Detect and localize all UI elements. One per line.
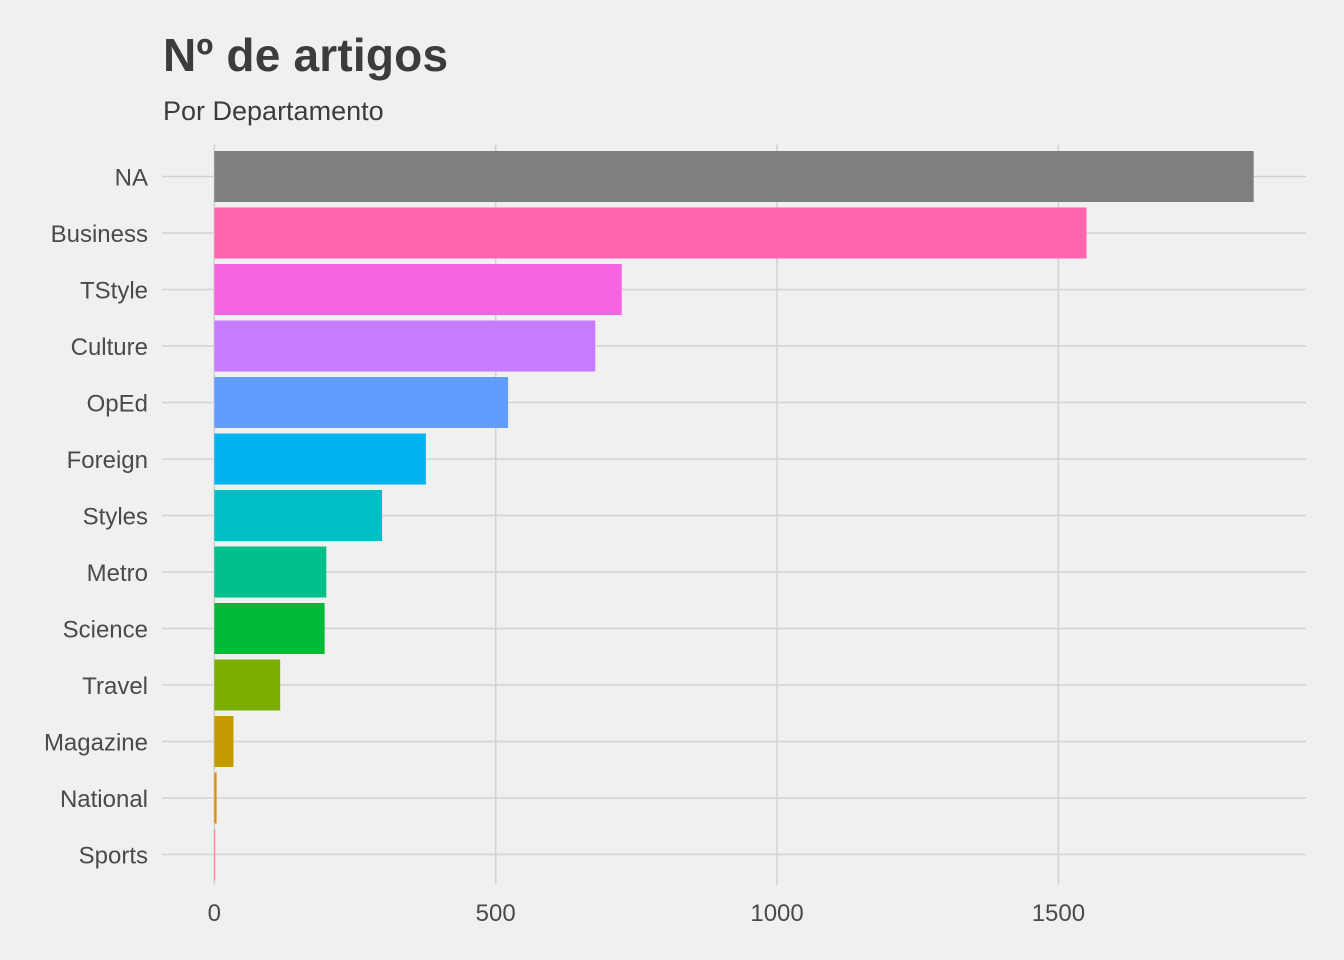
chart-subtitle: Por Departamento: [163, 96, 384, 126]
bar-sports: [214, 829, 216, 880]
category-label: OpEd: [87, 391, 148, 418]
x-tick-label: 0: [208, 900, 221, 927]
category-label: Styles: [83, 504, 148, 531]
category-label: Sports: [79, 843, 148, 870]
bar-na: [214, 151, 1254, 202]
x-axis-labels: 0 500 1000 1500: [208, 900, 1085, 927]
bar-travel: [214, 659, 281, 711]
category-label: Culture: [71, 334, 148, 361]
bar-foreign: [214, 433, 426, 485]
category-label: Science: [63, 617, 148, 644]
category-label: National: [60, 786, 148, 813]
category-label: Travel: [82, 673, 148, 700]
category-label: Foreign: [67, 447, 148, 474]
bar-national: [214, 772, 217, 824]
category-label: Business: [51, 221, 148, 248]
bar-oped: [214, 377, 509, 428]
bar-business: [214, 207, 1087, 259]
category-label: NA: [115, 165, 148, 192]
bar-styles: [214, 490, 383, 541]
bar-culture: [214, 320, 596, 372]
category-label: Metro: [87, 560, 148, 587]
x-tick-label: 500: [476, 900, 516, 927]
x-tick-label: 1500: [1032, 900, 1085, 927]
category-label: TStyle: [80, 278, 148, 305]
bars: [214, 151, 1254, 880]
chart-title: Nº de artigos: [163, 29, 449, 81]
bar-tstyle: [214, 264, 622, 315]
bar-science: [214, 603, 325, 654]
x-tick-label: 1000: [750, 900, 803, 927]
bar-magazine: [214, 716, 234, 767]
category-labels: NA Business TStyle Culture OpEd Foreign Styles…: [44, 165, 148, 870]
category-label: Magazine: [44, 730, 148, 757]
bar-metro: [214, 546, 327, 598]
